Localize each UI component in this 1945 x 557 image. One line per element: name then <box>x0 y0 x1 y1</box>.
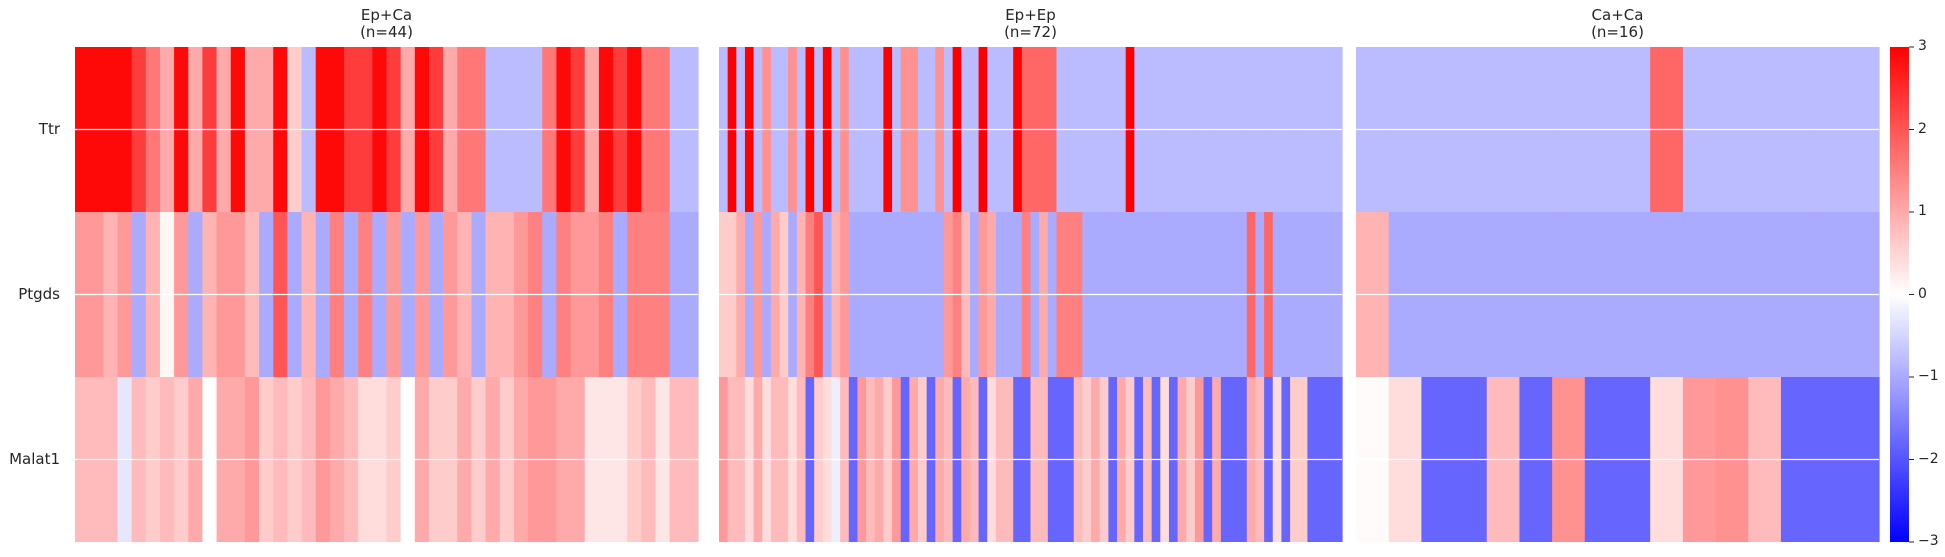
colorbar-tick-label: −2 <box>1918 450 1939 467</box>
panel-title-main: Ca+Ca <box>1591 6 1644 24</box>
colorbar-tick-label: 0 <box>1918 285 1927 302</box>
gene-label: Ttr <box>38 119 60 138</box>
panel-title-main: Ep+Ep <box>1005 6 1056 24</box>
panel-title: Ep+Ep (n=72) <box>719 7 1342 41</box>
row-gridlines <box>75 128 1879 461</box>
colorbar-gradient <box>1890 47 1909 542</box>
colorbar <box>1890 46 1914 543</box>
gene-label: Malat1 <box>9 449 60 468</box>
panel-title-count: (n=44) <box>360 23 413 41</box>
colorbar-tick-label: 3 <box>1918 38 1927 54</box>
panel-title-main: Ep+Ca <box>360 6 413 24</box>
panel-title-count: (n=72) <box>1004 23 1057 41</box>
gene-label: Ptgds <box>18 284 60 303</box>
colorbar-tick-label: 1 <box>1918 203 1927 219</box>
panel-title: Ep+Ca (n=44) <box>75 7 698 41</box>
panel-title-count: (n=16) <box>1591 23 1644 41</box>
colorbar-tick-label: −1 <box>1918 368 1939 384</box>
panel-title: Ca+Ca (n=16) <box>1356 7 1879 41</box>
colorbar-tick-label: −3 <box>1918 533 1939 549</box>
colorbar-tick-label: 2 <box>1918 120 1927 137</box>
